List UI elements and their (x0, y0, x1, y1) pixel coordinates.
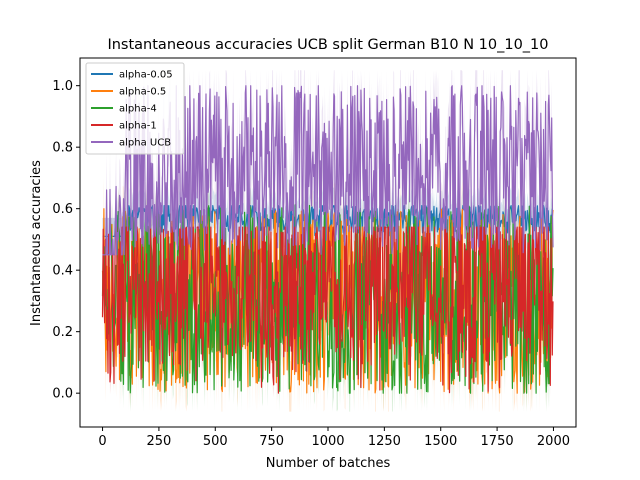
y-tick-label: 0.2 (52, 325, 73, 340)
legend-entry: alpha-4 (119, 104, 157, 115)
y-axis-label: Instantaneous accuracies (29, 160, 44, 326)
y-tick-label: 0.0 (52, 387, 73, 402)
x-tick-label: 1000 (311, 434, 344, 449)
x-axis-ticks: 0 250 500 750 1000 1250 1500 1750 2000 (98, 427, 570, 449)
legend: alpha-0.05 alpha-0.5 alpha-4 alpha-1 alpha U… (85, 62, 185, 155)
x-tick-label: 1750 (481, 434, 514, 449)
series-lines (101, 85, 554, 394)
legend-entry: alpha UCB (119, 138, 171, 149)
legend-entry: alpha-0.5 (119, 87, 166, 98)
y-tick-label: 0.6 (52, 202, 73, 217)
legend-box (85, 62, 185, 155)
x-axis-label: Number of batches (266, 456, 391, 471)
y-tick-label: 1.0 (52, 79, 73, 94)
x-tick-label: 750 (259, 434, 284, 449)
x-tick-label: 0 (98, 434, 106, 449)
legend-entry: alpha-0.05 (119, 70, 173, 81)
series-line-alpha-UCB (102, 85, 554, 256)
x-tick-label: 250 (146, 434, 171, 449)
y-axis-ticks: 0.0 0.2 0.4 0.6 0.8 1.0 (52, 79, 80, 402)
x-tick-label: 1500 (424, 434, 457, 449)
x-tick-label: 1250 (368, 434, 401, 449)
x-tick-label: 2000 (537, 434, 570, 449)
chart-title: Instantaneous accuracies UCB split Germa… (107, 37, 548, 53)
legend-entry: alpha-1 (119, 121, 157, 132)
y-tick-label: 0.8 (52, 141, 73, 156)
y-tick-label: 0.4 (52, 264, 73, 279)
x-tick-label: 500 (203, 434, 228, 449)
